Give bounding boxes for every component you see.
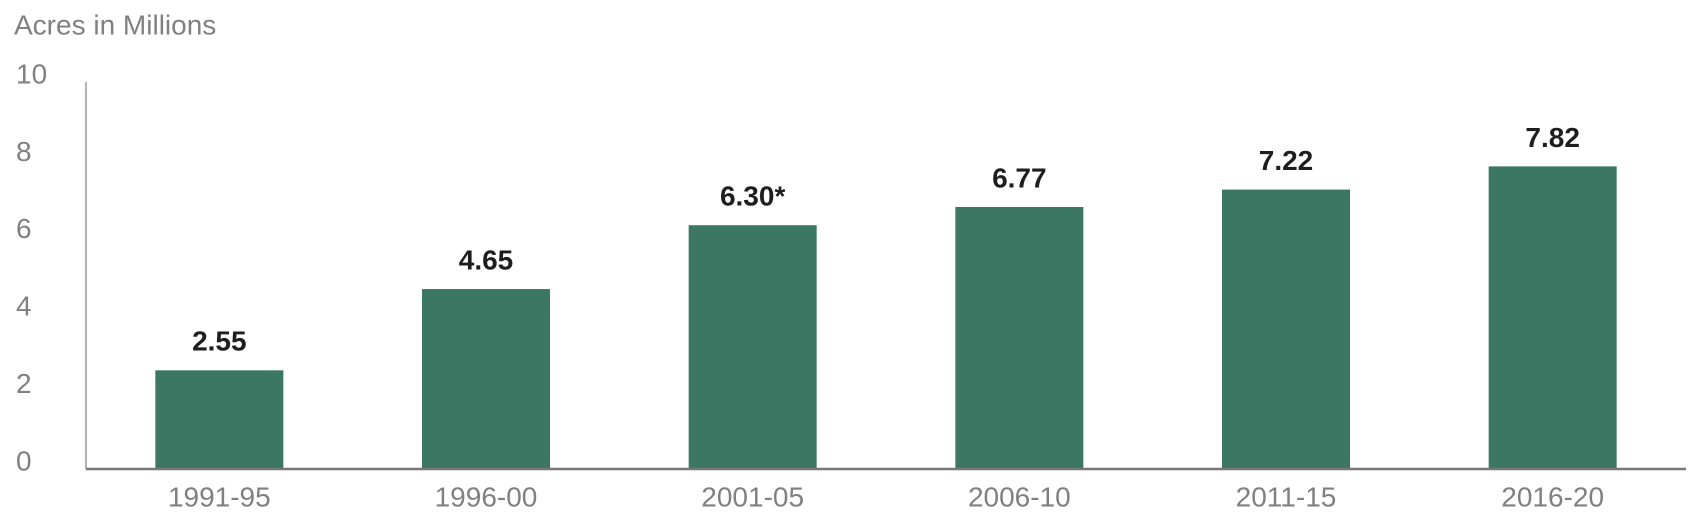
value-label: 2.55 [192, 326, 247, 357]
value-label: 6.77 [992, 162, 1047, 193]
y-tick-label: 2 [16, 368, 32, 399]
x-tick-label: 1996-00 [435, 481, 538, 512]
y-tick-label: 4 [16, 291, 32, 322]
value-label: 4.65 [459, 244, 514, 275]
value-label: 6.30* [720, 181, 785, 212]
x-tick-label: 2016-20 [1501, 481, 1604, 512]
value-label: 7.82 [1525, 122, 1580, 153]
y-axis-label: Acres in Millions [14, 9, 216, 40]
y-tick-label: 8 [16, 136, 32, 167]
value-label: 7.22 [1259, 145, 1314, 176]
x-tick-label: 1991-95 [168, 481, 271, 512]
bar [1488, 166, 1617, 469]
bar [955, 207, 1084, 469]
bar [422, 289, 550, 469]
y-tick-label: 0 [16, 445, 32, 476]
y-tick-label: 10 [16, 58, 47, 89]
x-tick-label: 2011-15 [1236, 481, 1337, 512]
bar [155, 370, 284, 469]
bar [1222, 189, 1350, 469]
y-tick-label: 6 [16, 213, 32, 244]
x-tick-label: 2006-10 [968, 481, 1071, 512]
bar [688, 225, 817, 469]
x-tick-label: 2001-05 [701, 481, 804, 512]
